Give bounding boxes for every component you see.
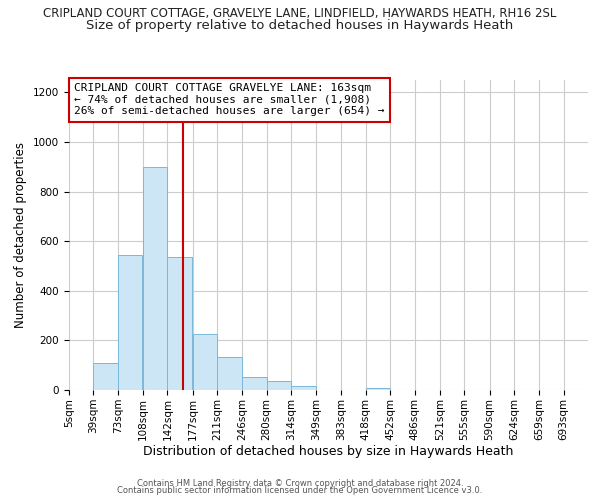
Bar bbox=[217, 356, 242, 390]
Text: CRIPLAND COURT COTTAGE GRAVELYE LANE: 163sqm
← 74% of detached houses are smalle: CRIPLAND COURT COTTAGE GRAVELYE LANE: 16… bbox=[74, 83, 385, 116]
Bar bbox=[242, 377, 266, 390]
Bar bbox=[94, 362, 118, 390]
Bar bbox=[167, 258, 192, 390]
Text: Contains HM Land Registry data © Crown copyright and database right 2024.: Contains HM Land Registry data © Crown c… bbox=[137, 478, 463, 488]
Bar bbox=[291, 386, 316, 390]
Bar bbox=[366, 388, 391, 390]
Bar bbox=[143, 167, 167, 390]
X-axis label: Distribution of detached houses by size in Haywards Heath: Distribution of detached houses by size … bbox=[143, 446, 514, 458]
Text: Contains public sector information licensed under the Open Government Licence v3: Contains public sector information licen… bbox=[118, 486, 482, 495]
Y-axis label: Number of detached properties: Number of detached properties bbox=[14, 142, 28, 328]
Bar bbox=[193, 334, 217, 390]
Text: CRIPLAND COURT COTTAGE, GRAVELYE LANE, LINDFIELD, HAYWARDS HEATH, RH16 2SL: CRIPLAND COURT COTTAGE, GRAVELYE LANE, L… bbox=[43, 8, 557, 20]
Bar bbox=[118, 255, 142, 390]
Bar bbox=[266, 382, 291, 390]
Text: Size of property relative to detached houses in Haywards Heath: Size of property relative to detached ho… bbox=[86, 19, 514, 32]
